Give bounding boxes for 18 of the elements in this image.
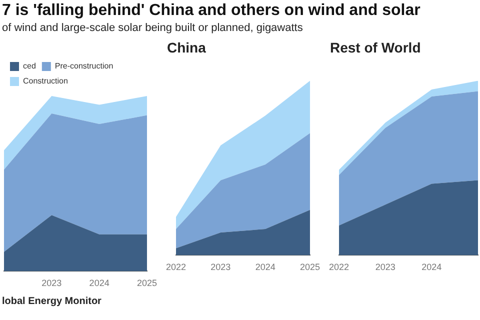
legend-label: ced bbox=[23, 62, 36, 71]
x-tick-label: 2022 bbox=[166, 262, 186, 272]
chart-title: China bbox=[167, 39, 206, 56]
x-tick-label: 2025 bbox=[300, 262, 320, 272]
x-tick-label: 2022 bbox=[328, 262, 350, 272]
x-tick-label: 2023 bbox=[210, 262, 231, 272]
x-tick-label: 2024 bbox=[255, 262, 276, 272]
x-tick-label: 2024 bbox=[89, 278, 110, 288]
x-tick-label: 2024 bbox=[422, 262, 442, 272]
x-tick-label: 2023 bbox=[375, 262, 396, 272]
legend-label: Construction bbox=[23, 76, 68, 86]
legend-label: Pre-construction bbox=[54, 62, 114, 71]
x-tick-label: 2023 bbox=[42, 278, 62, 288]
chart-subtitle: of wind and large-scale solar being built or planned, gigawatts bbox=[2, 22, 303, 34]
text: lobal Energy Monitor bbox=[2, 296, 102, 307]
chart-title: Rest of World bbox=[330, 39, 421, 56]
text: 7 is 'falling behind' China and others on wind and solar bbox=[2, 2, 420, 20]
x-tick-label: 2025 bbox=[136, 278, 158, 288]
